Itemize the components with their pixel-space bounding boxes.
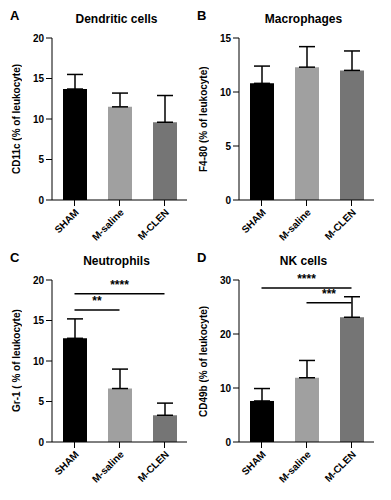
- svg-text:M-saline: M-saline: [90, 206, 126, 242]
- svg-text:15: 15: [33, 73, 45, 84]
- html-text:Gr-1 ( % of leukocyte): Gr-1 ( % of leukocyte): [10, 309, 22, 413]
- svg-text:****: ****: [110, 278, 129, 292]
- html-text:B: B: [197, 8, 207, 23]
- svg-text:5: 5: [225, 141, 231, 152]
- html-text:C: C: [10, 250, 20, 265]
- svg-text:M-CLEN: M-CLEN: [323, 207, 358, 242]
- svg-text:M-CLEN: M-CLEN: [323, 449, 358, 484]
- html-text:CD11c (% of leukocyte): CD11c (% of leukocyte): [10, 64, 22, 174]
- svg-text:M-saline: M-saline: [90, 448, 126, 484]
- html-text:NK cells: NK cells: [279, 254, 328, 268]
- html-text:F4-80 (% of leukocyte): F4-80 (% of leukocyte): [197, 66, 209, 172]
- svg-text:SHAM: SHAM: [239, 449, 268, 478]
- svg-text:SHAM: SHAM: [52, 449, 81, 478]
- svg-text:5: 5: [38, 154, 44, 165]
- svg-text:30: 30: [220, 275, 232, 286]
- html-text:Macrophages: Macrophages: [264, 12, 343, 26]
- svg-text:M-CLEN: M-CLEN: [136, 449, 171, 484]
- svg-text:5: 5: [38, 396, 44, 407]
- svg-text:10: 10: [220, 87, 232, 98]
- html-text:A: A: [10, 8, 20, 23]
- svg-text:20: 20: [220, 329, 232, 340]
- svg-text:***: ***: [322, 287, 336, 301]
- svg-text:**: **: [92, 294, 102, 308]
- svg-text:10: 10: [33, 356, 45, 367]
- svg-text:10: 10: [33, 114, 45, 125]
- html-text:Dendritic cells: Dendritic cells: [75, 12, 158, 26]
- svg-text:M-saline: M-saline: [277, 448, 313, 484]
- svg-text:0: 0: [225, 195, 231, 206]
- html-text:CD49b (% of leukocyte): CD49b (% of leukocyte): [197, 305, 209, 417]
- svg-text:SHAM: SHAM: [52, 207, 81, 236]
- svg-text:M-saline: M-saline: [277, 206, 313, 242]
- svg-text:20: 20: [33, 275, 45, 286]
- svg-text:20: 20: [33, 33, 45, 44]
- html-text:D: D: [197, 250, 207, 265]
- svg-text:10: 10: [220, 383, 232, 394]
- svg-text:15: 15: [33, 315, 45, 326]
- svg-text:15: 15: [220, 33, 232, 44]
- svg-text:0: 0: [38, 195, 44, 206]
- svg-text:0: 0: [225, 437, 231, 448]
- html-text:Neutrophils: Neutrophils: [83, 254, 150, 268]
- svg-text:M-CLEN: M-CLEN: [136, 207, 171, 242]
- svg-text:0: 0: [38, 437, 44, 448]
- svg-text:****: ****: [297, 272, 316, 286]
- svg-text:SHAM: SHAM: [239, 207, 268, 236]
